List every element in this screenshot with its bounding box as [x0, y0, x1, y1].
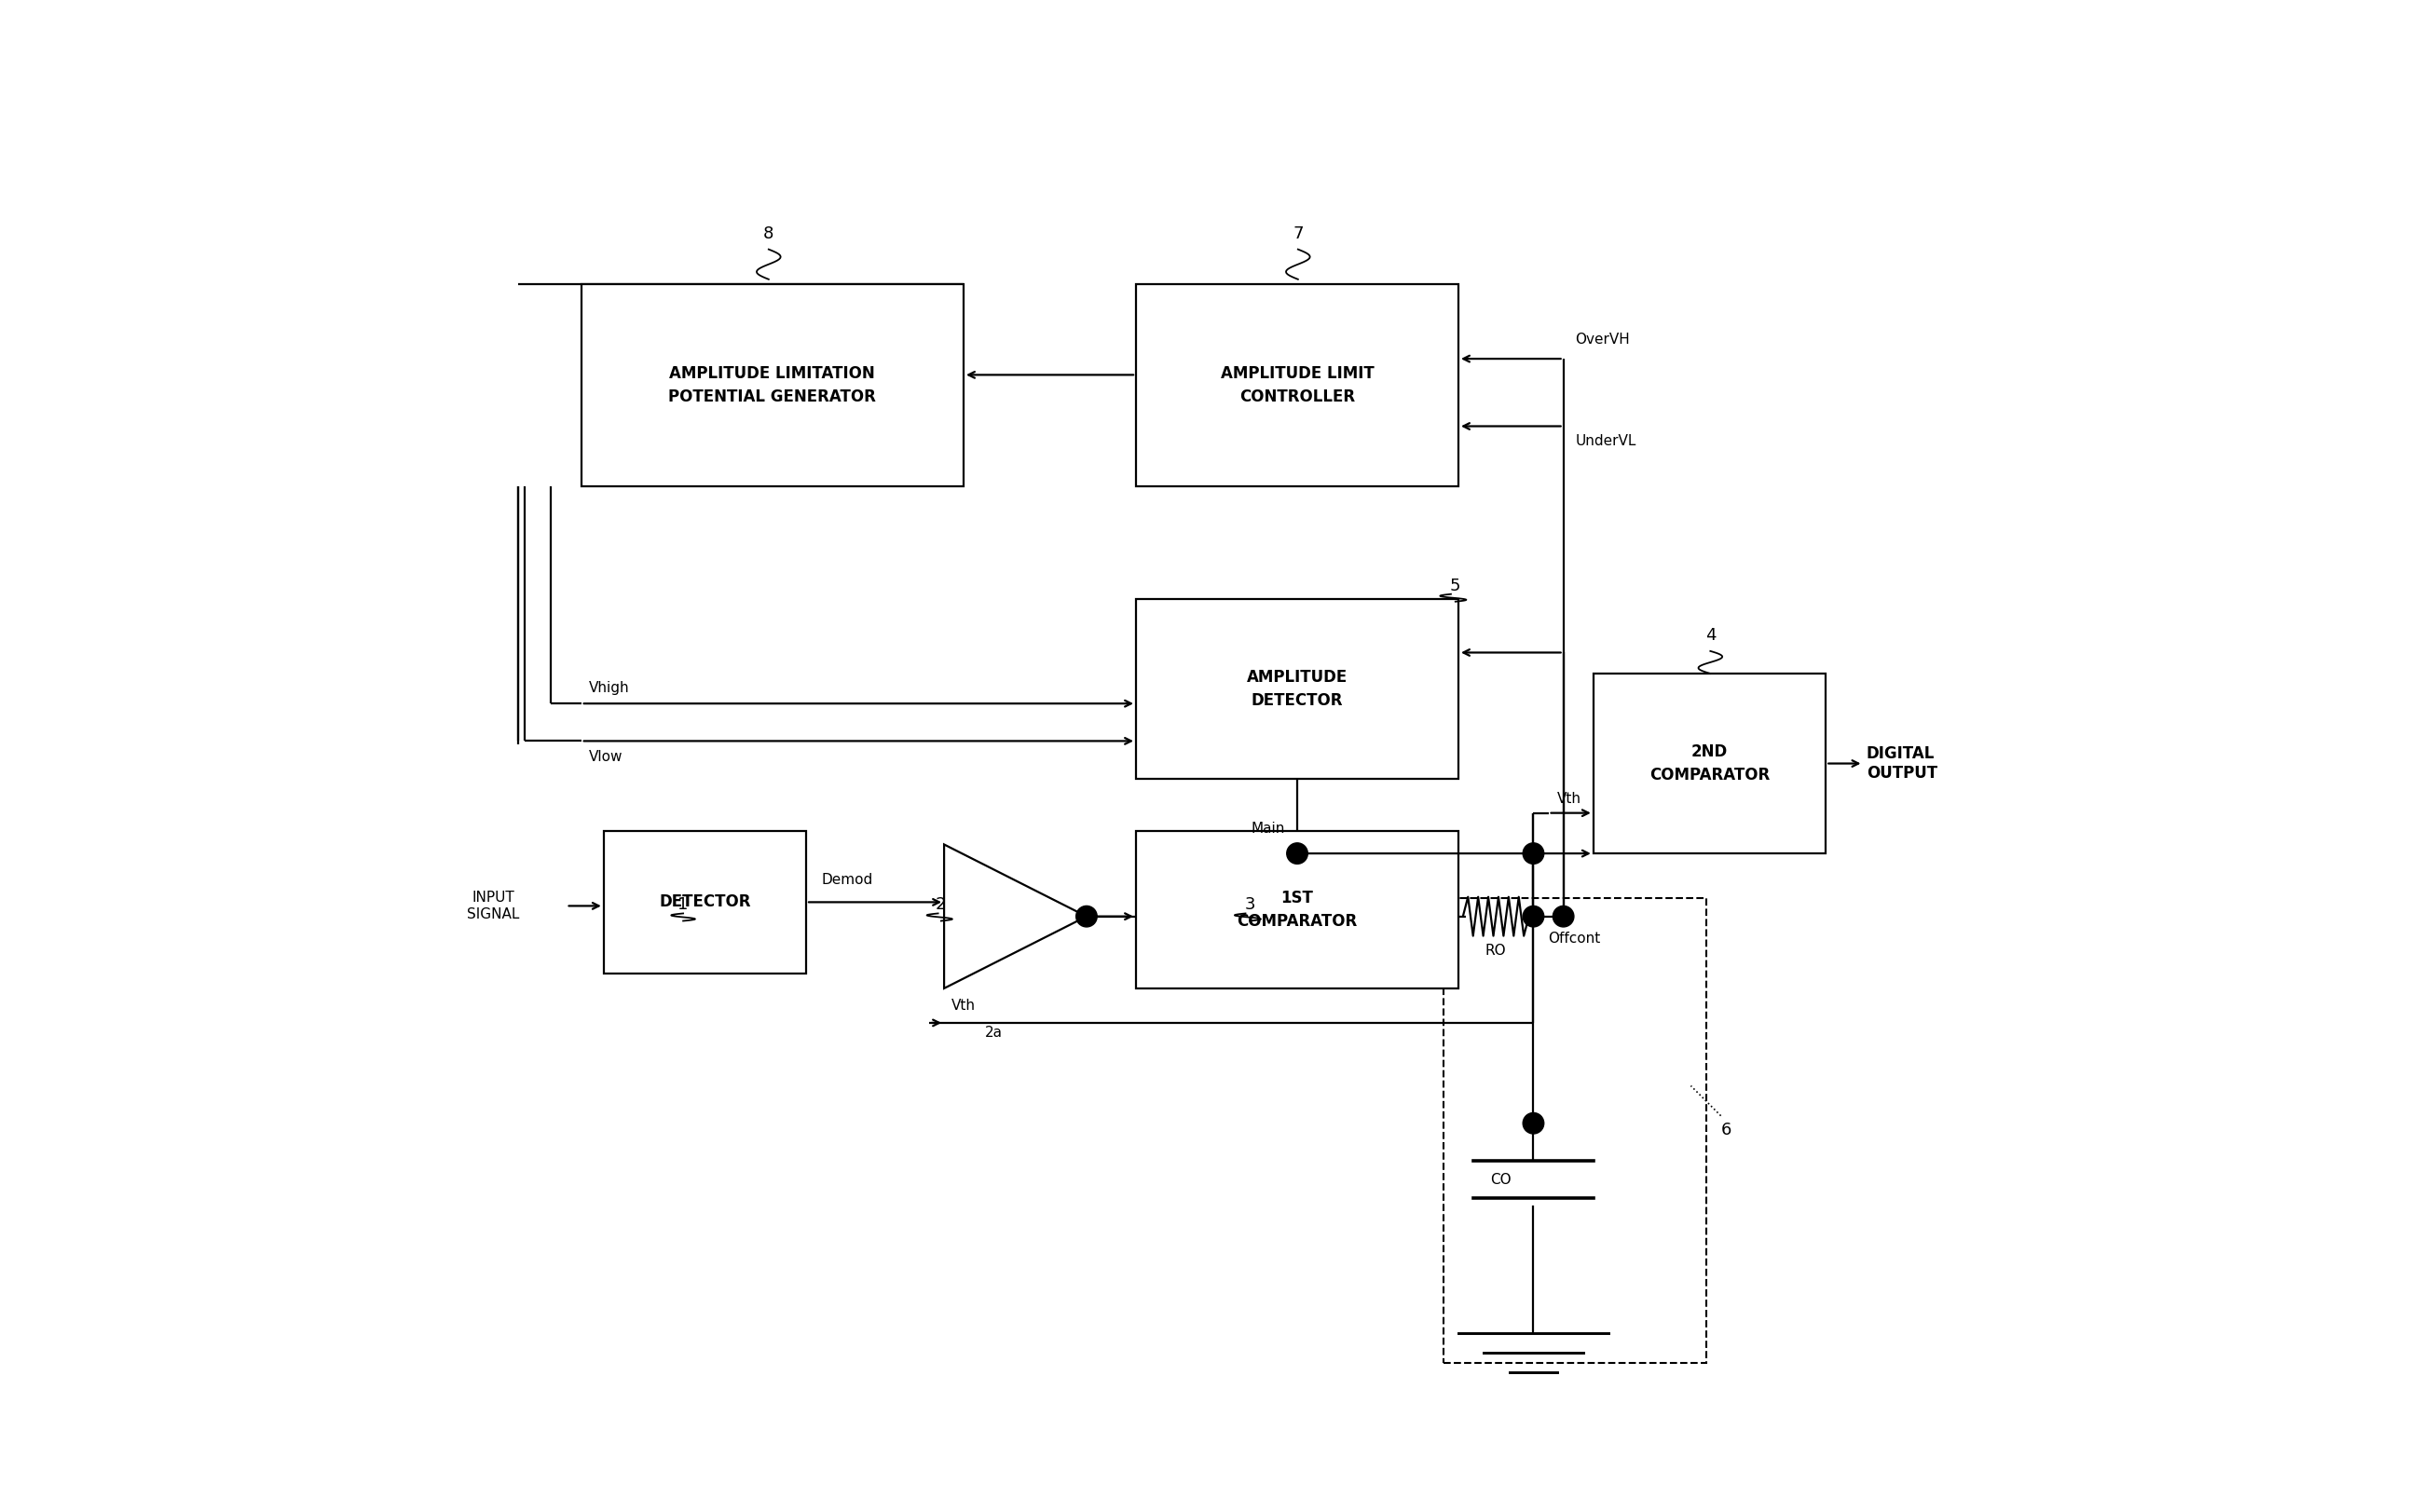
Text: Demod: Demod — [821, 874, 872, 888]
Circle shape — [1286, 844, 1308, 863]
Text: Main: Main — [1252, 821, 1286, 836]
Text: 3: 3 — [1245, 897, 1255, 913]
Text: Vth: Vth — [1557, 791, 1582, 806]
Text: 5: 5 — [1451, 578, 1460, 594]
Text: RO: RO — [1485, 943, 1506, 957]
Bar — [1594, 673, 1826, 853]
Text: 8: 8 — [763, 225, 775, 242]
Text: 7: 7 — [1293, 225, 1303, 242]
Bar — [603, 832, 807, 974]
Circle shape — [1075, 906, 1097, 927]
Text: DETECTOR: DETECTOR — [659, 894, 751, 910]
Bar — [1444, 898, 1705, 1364]
Circle shape — [1523, 906, 1543, 927]
Text: AMPLITUDE LIMITATION
POTENTIAL GENERATOR: AMPLITUDE LIMITATION POTENTIAL GENERATOR — [668, 364, 877, 405]
Circle shape — [1523, 844, 1543, 863]
Bar — [1136, 284, 1458, 487]
Bar — [1136, 599, 1458, 779]
Text: Vth: Vth — [952, 998, 976, 1013]
Text: DIGITAL
OUTPUT: DIGITAL OUTPUT — [1867, 745, 1938, 782]
Circle shape — [1523, 1113, 1543, 1134]
Text: 1: 1 — [678, 897, 688, 913]
Text: INPUT
SIGNAL: INPUT SIGNAL — [467, 891, 521, 921]
Text: 4: 4 — [1705, 627, 1715, 644]
Text: UnderVL: UnderVL — [1574, 434, 1637, 448]
Circle shape — [1553, 906, 1574, 927]
Text: 6: 6 — [1722, 1122, 1732, 1139]
Bar — [581, 284, 964, 487]
Text: OverVH: OverVH — [1574, 333, 1630, 346]
Text: AMPLITUDE
DETECTOR: AMPLITUDE DETECTOR — [1247, 668, 1347, 709]
Text: Vhigh: Vhigh — [589, 680, 630, 694]
Bar — [1136, 832, 1458, 989]
Text: CO: CO — [1490, 1172, 1511, 1187]
Text: AMPLITUDE LIMIT
CONTROLLER: AMPLITUDE LIMIT CONTROLLER — [1221, 364, 1373, 405]
Text: 2a: 2a — [986, 1025, 1003, 1040]
Text: Vlow: Vlow — [589, 750, 622, 764]
Text: 2ND
COMPARATOR: 2ND COMPARATOR — [1649, 744, 1770, 783]
Text: Offcont: Offcont — [1548, 931, 1601, 945]
Text: 1ST
COMPARATOR: 1ST COMPARATOR — [1238, 889, 1356, 930]
Text: 2: 2 — [935, 897, 947, 913]
